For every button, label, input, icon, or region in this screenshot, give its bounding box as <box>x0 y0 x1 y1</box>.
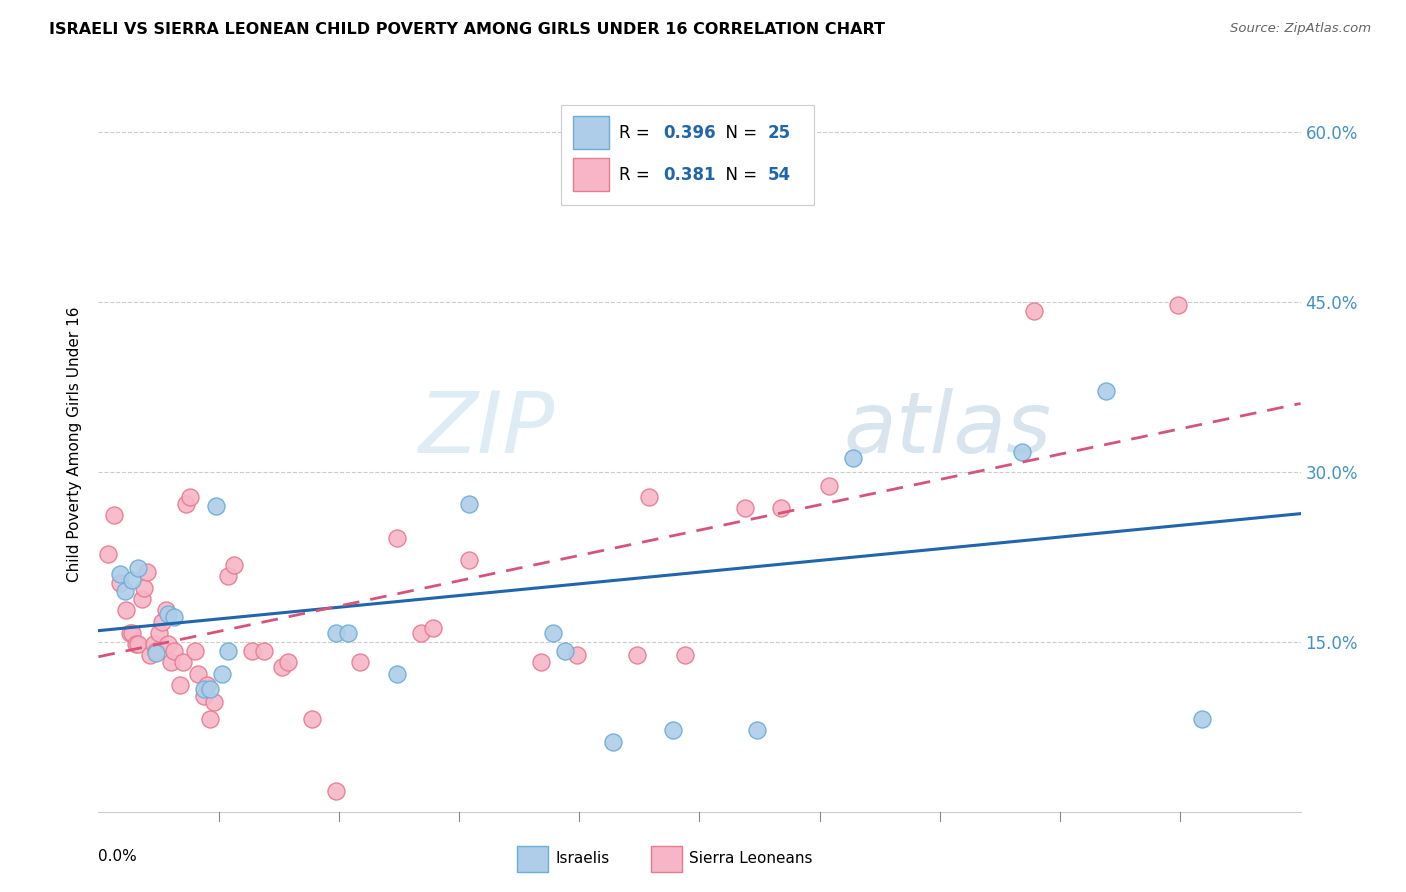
Point <box>325 625 347 640</box>
Point <box>385 531 408 545</box>
Point <box>325 784 347 798</box>
Point <box>200 712 222 726</box>
Point <box>349 655 371 669</box>
Point <box>169 678 191 692</box>
Point <box>163 610 186 624</box>
Text: N =: N = <box>716 124 762 142</box>
Text: R =: R = <box>619 124 655 142</box>
Point <box>565 648 588 663</box>
Point <box>530 655 553 669</box>
Point <box>142 637 165 651</box>
Point <box>638 490 661 504</box>
Point <box>127 637 149 651</box>
Point <box>554 644 576 658</box>
Point <box>697 145 720 160</box>
Point <box>135 565 157 579</box>
Point <box>195 678 218 692</box>
Text: ZIP: ZIP <box>419 387 555 471</box>
Point <box>770 501 793 516</box>
Point <box>179 490 201 504</box>
Point <box>103 508 125 522</box>
Point <box>139 648 162 663</box>
Point <box>172 655 194 669</box>
Point <box>97 547 120 561</box>
Y-axis label: Child Poverty Among Girls Under 16: Child Poverty Among Girls Under 16 <box>67 306 83 582</box>
Text: 0.0%: 0.0% <box>98 848 138 863</box>
Point <box>1167 297 1189 311</box>
Text: Sierra Leoneans: Sierra Leoneans <box>689 852 813 866</box>
Point <box>121 625 143 640</box>
Bar <box>574 158 609 192</box>
Text: ISRAELI VS SIERRA LEONEAN CHILD POVERTY AMONG GIRLS UNDER 16 CORRELATION CHART: ISRAELI VS SIERRA LEONEAN CHILD POVERTY … <box>49 22 886 37</box>
Point <box>183 644 205 658</box>
Point <box>842 451 865 466</box>
Point <box>193 682 215 697</box>
Point <box>121 573 143 587</box>
Point <box>747 723 769 738</box>
Point <box>145 646 167 660</box>
Point <box>114 584 136 599</box>
Point <box>150 615 173 629</box>
Point <box>1191 712 1213 726</box>
Point <box>131 591 153 606</box>
Point <box>145 644 167 658</box>
Point <box>187 666 209 681</box>
Point <box>125 637 148 651</box>
Point <box>1011 444 1033 458</box>
Point <box>108 566 131 581</box>
Point <box>541 625 564 640</box>
Point <box>277 655 299 669</box>
Text: 25: 25 <box>768 124 792 142</box>
Point <box>271 660 294 674</box>
Point <box>217 569 239 583</box>
Point <box>108 576 131 591</box>
Text: 0.396: 0.396 <box>664 124 716 142</box>
Point <box>132 581 155 595</box>
Point <box>159 655 181 669</box>
Text: R =: R = <box>619 166 655 184</box>
Point <box>148 625 170 640</box>
Point <box>457 497 479 511</box>
Point <box>673 648 696 663</box>
Point <box>155 603 177 617</box>
Point <box>1094 384 1116 398</box>
Point <box>662 723 685 738</box>
Point <box>240 644 263 658</box>
Point <box>174 497 197 511</box>
Point <box>422 621 444 635</box>
Point <box>1022 304 1045 318</box>
Point <box>818 478 841 492</box>
Point <box>205 499 228 513</box>
Point <box>457 553 479 567</box>
Point <box>301 712 323 726</box>
Point <box>385 666 408 681</box>
Point <box>200 682 222 697</box>
Point <box>337 625 360 640</box>
Text: atlas: atlas <box>844 387 1052 471</box>
Text: Israelis: Israelis <box>555 852 610 866</box>
Point <box>224 558 246 572</box>
Point <box>115 603 138 617</box>
Point <box>127 561 149 575</box>
Text: 0.381: 0.381 <box>664 166 716 184</box>
Point <box>202 695 225 709</box>
Point <box>118 625 141 640</box>
Point <box>602 734 624 748</box>
Point <box>253 644 276 658</box>
Point <box>157 607 180 621</box>
Bar <box>574 116 609 149</box>
Point <box>193 690 215 704</box>
FancyBboxPatch shape <box>561 105 814 204</box>
Point <box>734 501 756 516</box>
Text: N =: N = <box>716 166 762 184</box>
Point <box>157 637 180 651</box>
Point <box>163 644 186 658</box>
Text: Source: ZipAtlas.com: Source: ZipAtlas.com <box>1230 22 1371 36</box>
Point <box>626 648 648 663</box>
Point <box>211 666 233 681</box>
Text: 54: 54 <box>768 166 792 184</box>
Point <box>409 625 432 640</box>
Point <box>217 644 239 658</box>
